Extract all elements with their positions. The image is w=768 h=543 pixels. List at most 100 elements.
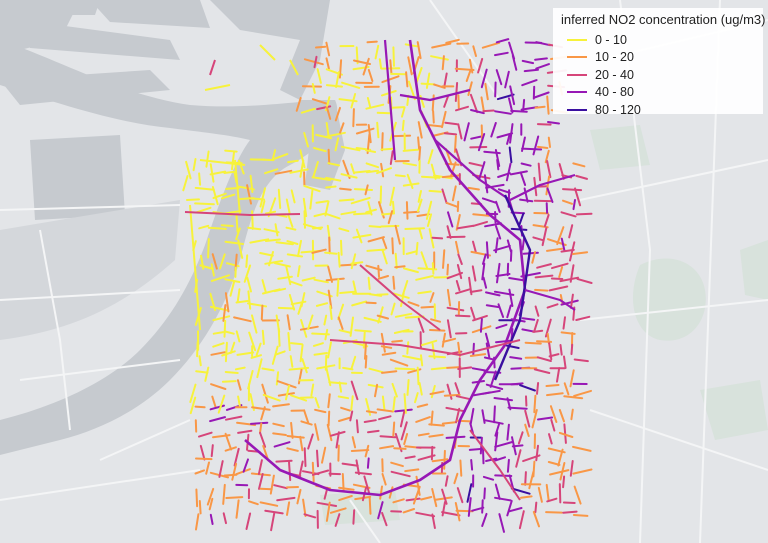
- street-segment: [379, 445, 395, 450]
- street-segment: [403, 210, 420, 214]
- harbour-basin: [300, 100, 345, 190]
- street-segment: [182, 175, 189, 192]
- street-segment: [313, 212, 326, 218]
- street-segment: [547, 136, 551, 148]
- street-segment: [569, 264, 575, 283]
- street-segment: [472, 314, 488, 322]
- street-segment: [390, 461, 404, 468]
- street-segment: [417, 290, 432, 295]
- street-segment: [534, 501, 538, 514]
- street-segment: [212, 192, 227, 199]
- street-segment: [189, 396, 197, 415]
- street-segment: [506, 239, 512, 253]
- street-segment: [456, 224, 475, 230]
- street-segment: [290, 421, 294, 439]
- street-segment: [403, 393, 407, 414]
- street-segment: [495, 200, 501, 213]
- street-segment: [537, 416, 554, 421]
- street-segment: [483, 356, 496, 361]
- street-segment: [509, 249, 513, 262]
- street-segment: [446, 225, 452, 239]
- street-segment: [550, 418, 556, 432]
- street-segment: [481, 512, 488, 527]
- street-segment: [341, 462, 359, 467]
- street-segment: [334, 137, 340, 152]
- street-segment: [446, 319, 452, 339]
- street-segment: [285, 198, 291, 215]
- street-segment: [335, 431, 340, 449]
- street-segment: [231, 150, 236, 171]
- street-segment: [273, 441, 291, 448]
- street-segment: [456, 487, 464, 504]
- street-segment: [204, 366, 210, 382]
- street-segment: [368, 225, 382, 228]
- street-segment: [402, 508, 415, 514]
- street-segment: [224, 371, 239, 374]
- street-segment: [572, 199, 576, 211]
- street-segment: [493, 405, 496, 424]
- street-segment: [195, 370, 209, 374]
- street-segment: [426, 213, 433, 227]
- street-segment: [494, 149, 501, 167]
- street-segment: [251, 406, 271, 411]
- street-segment: [416, 41, 422, 60]
- street-segment: [209, 163, 215, 183]
- street-segment: [443, 393, 461, 397]
- street-segment: [534, 288, 549, 292]
- street-segment: [338, 416, 352, 422]
- street-segment: [189, 204, 201, 331]
- street-segment: [231, 462, 238, 481]
- street-segment: [477, 57, 484, 74]
- street-segment: [469, 93, 479, 114]
- street-segment: [559, 344, 563, 356]
- street-segment: [314, 408, 327, 414]
- street-segment: [535, 63, 550, 70]
- street-segment: [272, 403, 290, 408]
- legend-label: 10 - 20: [595, 50, 634, 65]
- street-segment: [444, 475, 449, 487]
- street-segment: [303, 447, 307, 468]
- street-segment: [189, 383, 197, 403]
- street-segment: [366, 97, 372, 108]
- street-segment: [321, 446, 327, 464]
- street-segment: [467, 497, 472, 517]
- street-segment: [237, 239, 244, 259]
- street-segment: [297, 303, 303, 315]
- street-segment: [212, 331, 225, 335]
- street-segment: [233, 447, 240, 467]
- street-segment: [352, 509, 356, 525]
- street-segment: [509, 170, 528, 176]
- street-segment: [558, 266, 564, 278]
- street-segment: [572, 162, 586, 168]
- street-segment: [454, 382, 460, 395]
- street-segment: [303, 132, 309, 148]
- street-segment: [312, 226, 324, 230]
- street-segment: [378, 58, 383, 70]
- street-segment: [365, 410, 378, 414]
- street-segment: [273, 287, 287, 293]
- street-segment: [198, 224, 210, 230]
- street-segment: [572, 514, 589, 517]
- street-segment: [441, 188, 448, 204]
- street-segment: [490, 122, 497, 138]
- street-segment: [443, 449, 446, 470]
- street-segment: [276, 496, 296, 502]
- street-segment: [510, 487, 531, 495]
- street-segment: [275, 371, 280, 386]
- street-segment: [533, 394, 537, 414]
- major-road-segment: [524, 289, 576, 311]
- street-segment: [470, 306, 476, 321]
- street-segment: [195, 206, 212, 214]
- street-segment: [399, 410, 406, 428]
- street-segment: [484, 222, 503, 228]
- street-segment: [441, 421, 457, 425]
- street-segment: [427, 149, 434, 165]
- street-segment: [405, 250, 418, 255]
- street-segment: [394, 367, 416, 371]
- street-segment: [367, 201, 373, 216]
- street-segment: [195, 488, 199, 508]
- street-segment: [334, 106, 341, 122]
- street-segment: [309, 188, 314, 210]
- street-segment: [428, 433, 444, 438]
- street-segment: [405, 497, 421, 502]
